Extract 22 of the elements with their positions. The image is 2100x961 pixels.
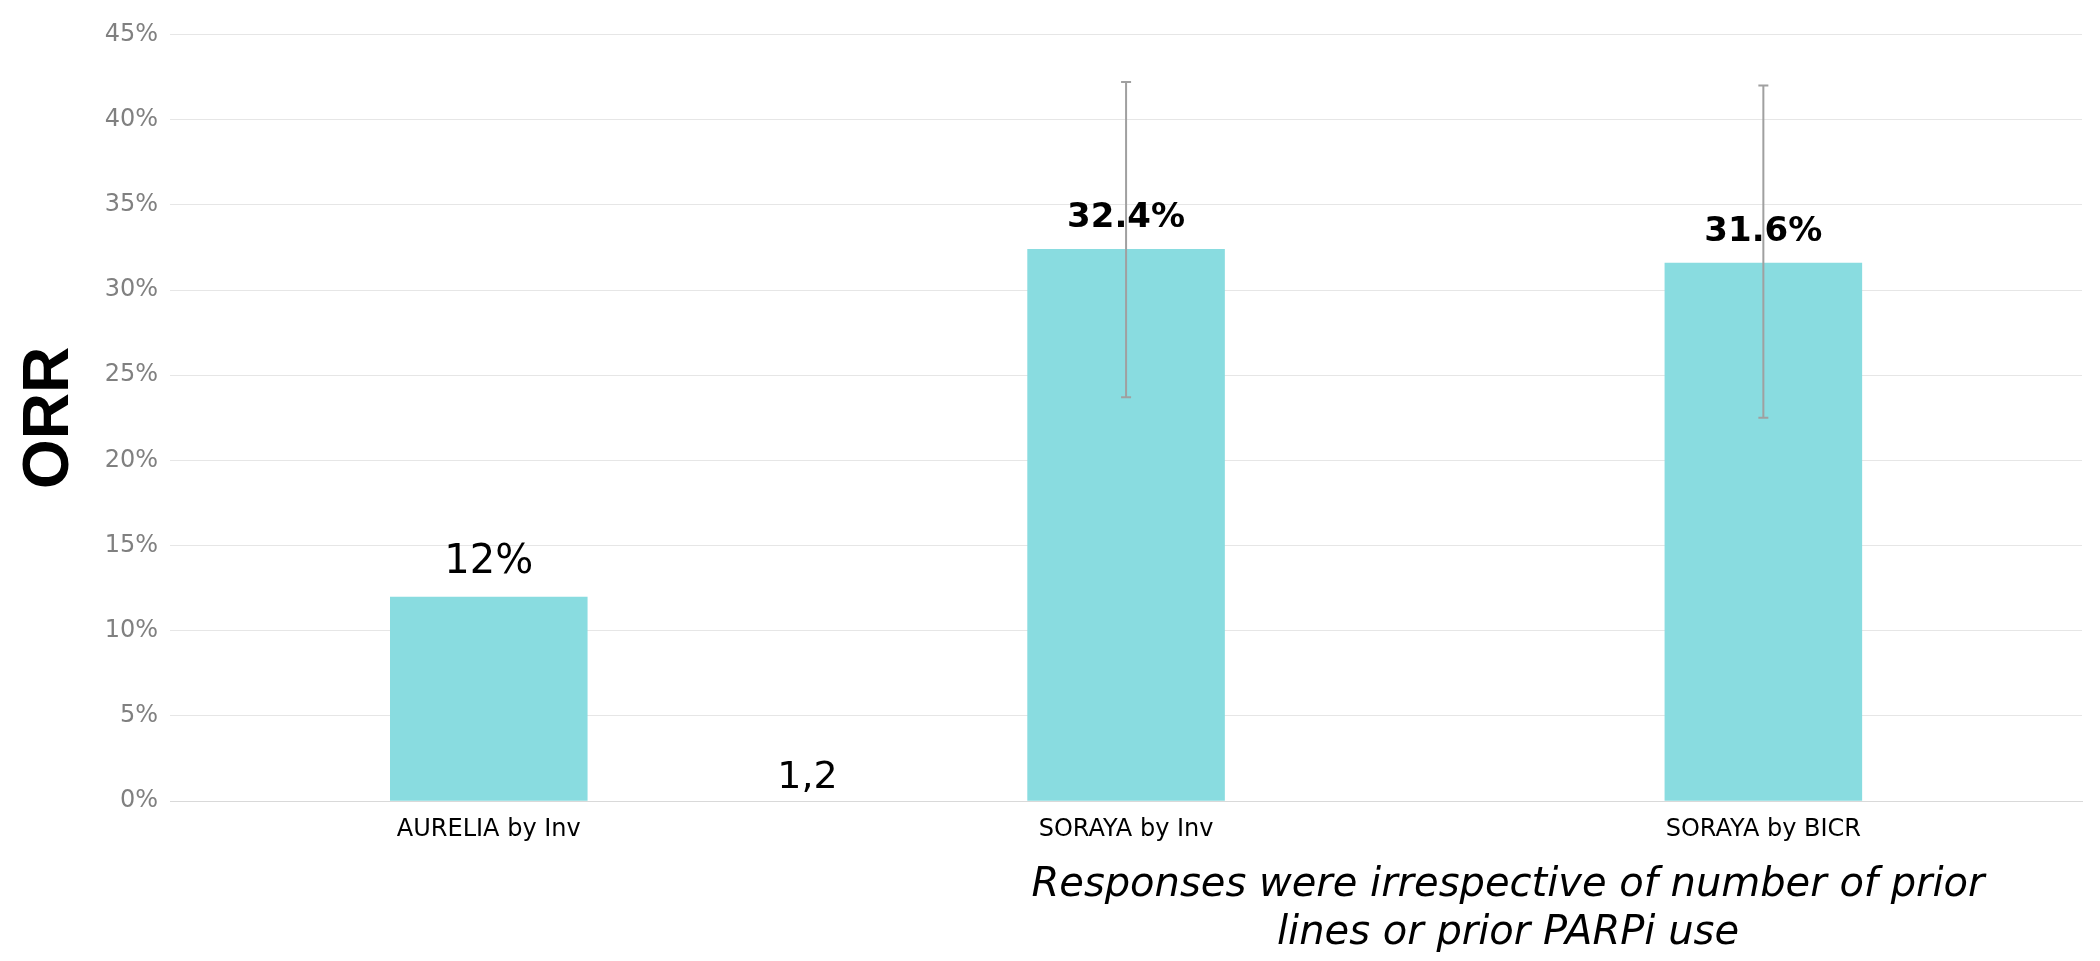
text: Responses were irrespective of number of prior lines or prior PARPi use	[1030, 858, 1988, 954]
y-tick-label: 5%	[120, 700, 159, 729]
y-tick-label: 0%	[120, 785, 159, 814]
x-tick-label: SORAYA by BICR	[1665, 813, 1861, 842]
x-tick-label: SORAYA by Inv	[1038, 813, 1214, 842]
y-tick-label: 35%	[104, 189, 159, 218]
y-tick-label: 40%	[104, 103, 159, 132]
data-label: 31.6%	[1704, 208, 1823, 249]
x-tick-label: AURELIA by Inv	[396, 813, 581, 842]
bar	[1027, 249, 1225, 801]
annotation: 1,2	[777, 753, 838, 798]
y-tick-label: 45%	[104, 18, 159, 47]
y-tick-label: 20%	[104, 444, 159, 473]
y-tick-label: 10%	[104, 615, 159, 644]
bar	[1664, 262, 1863, 801]
y-tick-label: 25%	[104, 359, 159, 388]
y-tick-label: 30%	[104, 274, 159, 303]
bar	[390, 596, 588, 801]
y-axis-title: ORR	[10, 346, 83, 489]
data-label: 12%	[444, 536, 534, 583]
y-tick-label: 15%	[104, 529, 159, 558]
data-label: 32.4%	[1067, 194, 1186, 235]
